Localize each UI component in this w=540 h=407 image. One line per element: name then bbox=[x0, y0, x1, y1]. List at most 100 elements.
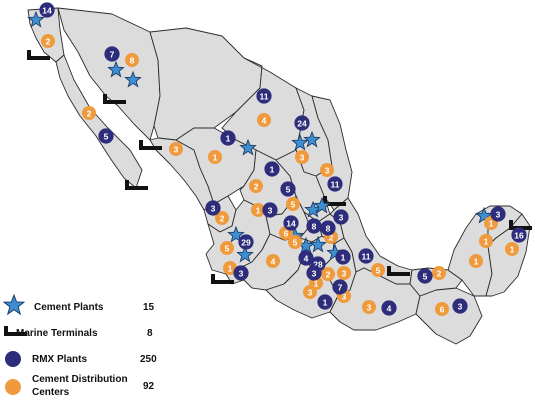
cdc-marker-circle bbox=[223, 261, 237, 275]
cdc-marker-label: 5 bbox=[376, 266, 381, 276]
cdc-marker-circle bbox=[295, 150, 309, 164]
cdc-marker-25: 1 bbox=[469, 254, 483, 268]
rmx-marker-label: 1 bbox=[323, 298, 328, 308]
cdc-marker-circle bbox=[251, 203, 265, 217]
rmx-marker-label: 4 bbox=[304, 254, 309, 264]
cdc-marker-31: 2 bbox=[215, 211, 229, 225]
rmx-marker-circle bbox=[233, 265, 249, 281]
cdc-marker-circle bbox=[82, 106, 96, 120]
cement-plant-marker-8 bbox=[313, 196, 331, 214]
cdc-marker-circle bbox=[320, 163, 334, 177]
cdc-marker-2: 8 bbox=[125, 53, 139, 67]
cement-plant-marker-2 bbox=[107, 60, 125, 78]
cdc-marker-19: 5 bbox=[371, 263, 385, 277]
marine-terminal-marker-4 bbox=[125, 180, 148, 190]
rmx-marker-circle bbox=[452, 298, 468, 314]
cdc-marker-30: 1 bbox=[505, 242, 519, 256]
cdc-marker-12: 5 bbox=[220, 241, 234, 255]
rmx-marker-label: 3 bbox=[339, 213, 344, 223]
ship-terminal-icon bbox=[4, 326, 27, 336]
star-icon bbox=[3, 294, 25, 316]
rmx-marker-12: 14 bbox=[283, 215, 299, 231]
marine-terminal-marker-1 bbox=[27, 50, 50, 60]
cdc-marker-label: 3 bbox=[174, 145, 179, 155]
cement-plant-marker-6 bbox=[303, 130, 321, 148]
cdc-marker-label: 1 bbox=[228, 264, 233, 274]
cdc-marker-label: 3 bbox=[367, 303, 372, 313]
rmx-marker-circle bbox=[220, 130, 236, 146]
rmx-marker-17: 4 bbox=[298, 250, 314, 266]
rmx-marker-label: 14 bbox=[286, 219, 296, 229]
cdc-marker-circle bbox=[257, 113, 271, 127]
cdc-marker-circle bbox=[215, 211, 229, 225]
rmx-marker-27: 3 bbox=[452, 298, 468, 314]
cement-plant-marker-4 bbox=[239, 138, 257, 156]
legend-count-marine-terminals: 8 bbox=[147, 328, 153, 339]
marine-terminal-marker-5 bbox=[211, 274, 234, 284]
rmx-marker-label: 3 bbox=[458, 302, 463, 312]
cdc-marker-1: 2 bbox=[41, 34, 55, 48]
cdc-marker-26: 2 bbox=[432, 266, 446, 280]
rmx-marker-circle bbox=[332, 279, 348, 295]
cement-plant-marker-1 bbox=[27, 10, 45, 28]
rmx-marker-label: 11 bbox=[331, 180, 340, 190]
cdc-marker-circle bbox=[288, 235, 302, 249]
rmx-marker-circle bbox=[381, 300, 397, 316]
cdc-marker-6: 1 bbox=[208, 150, 222, 164]
rmx-marker-13: 8 bbox=[306, 218, 322, 234]
navy-circle-icon bbox=[5, 351, 21, 367]
cdc-marker-circle bbox=[371, 263, 385, 277]
rmx-marker-circle bbox=[490, 206, 506, 222]
cdc-marker-4: 4 bbox=[257, 113, 271, 127]
rmx-marker-28: 16 bbox=[511, 227, 527, 243]
rmx-marker-15: 3 bbox=[333, 209, 349, 225]
rmx-marker-label: 3 bbox=[312, 269, 317, 279]
rmx-marker-label: 5 bbox=[286, 185, 291, 195]
rmx-marker-10: 3 bbox=[262, 202, 278, 218]
cdc-marker-17: 3 bbox=[337, 266, 351, 280]
rmx-marker-label: 1 bbox=[226, 134, 231, 144]
cdc-marker-label: 1 bbox=[256, 206, 261, 216]
cdc-marker-label: 5 bbox=[291, 200, 296, 210]
rmx-marker-24: 3 bbox=[233, 265, 249, 281]
rmx-marker-circle bbox=[104, 46, 120, 62]
cdc-marker-circle bbox=[505, 242, 519, 256]
rmx-marker-4: 11 bbox=[256, 88, 272, 104]
rmx-marker-7: 1 bbox=[264, 161, 280, 177]
cdc-marker-circle bbox=[432, 266, 446, 280]
rmx-marker-21: 7 bbox=[332, 279, 348, 295]
rmx-marker-22: 11 bbox=[358, 248, 374, 264]
cdc-marker-label: 1 bbox=[213, 153, 218, 163]
legend-label-cdc-line2: Centers bbox=[32, 387, 70, 398]
rmx-marker-circle bbox=[238, 234, 254, 250]
state-sonora bbox=[57, 7, 161, 141]
cdc-marker-label: 2 bbox=[220, 214, 225, 224]
cdc-marker-28: 1 bbox=[479, 234, 493, 248]
cdc-marker-circle bbox=[286, 197, 300, 211]
rmx-marker-label: 8 bbox=[326, 224, 331, 234]
rmx-marker-circle bbox=[320, 220, 336, 236]
rmx-marker-5: 1 bbox=[220, 130, 236, 146]
rmx-marker-9: 11 bbox=[327, 176, 343, 192]
cdc-marker-circle bbox=[125, 53, 139, 67]
rmx-marker-11: 3 bbox=[205, 200, 221, 216]
rmx-marker-label: 3 bbox=[496, 210, 501, 220]
rmx-marker-6: 24 bbox=[294, 115, 310, 131]
rmx-marker-label: 24 bbox=[297, 119, 307, 129]
rmx-marker-circle bbox=[98, 128, 114, 144]
rmx-marker-circle bbox=[262, 202, 278, 218]
cdc-marker-label: 4 bbox=[262, 116, 267, 126]
cdc-marker-label: 6 bbox=[440, 305, 445, 315]
rmx-marker-label: 3 bbox=[211, 204, 216, 214]
rmx-marker-label: 5 bbox=[104, 132, 109, 142]
cdc-marker-circle bbox=[41, 34, 55, 48]
cdc-marker-8: 2 bbox=[249, 179, 263, 193]
cdc-marker-10: 3 bbox=[320, 163, 334, 177]
rmx-marker-1: 14 bbox=[39, 2, 55, 18]
rmx-marker-2: 7 bbox=[104, 46, 120, 62]
cdc-marker-label: 1 bbox=[474, 257, 479, 267]
cement-plant-marker-11 bbox=[236, 245, 254, 263]
legend-label-cdc-line1: Cement Distribution bbox=[32, 374, 128, 385]
rmx-marker-19: 1 bbox=[335, 249, 351, 265]
